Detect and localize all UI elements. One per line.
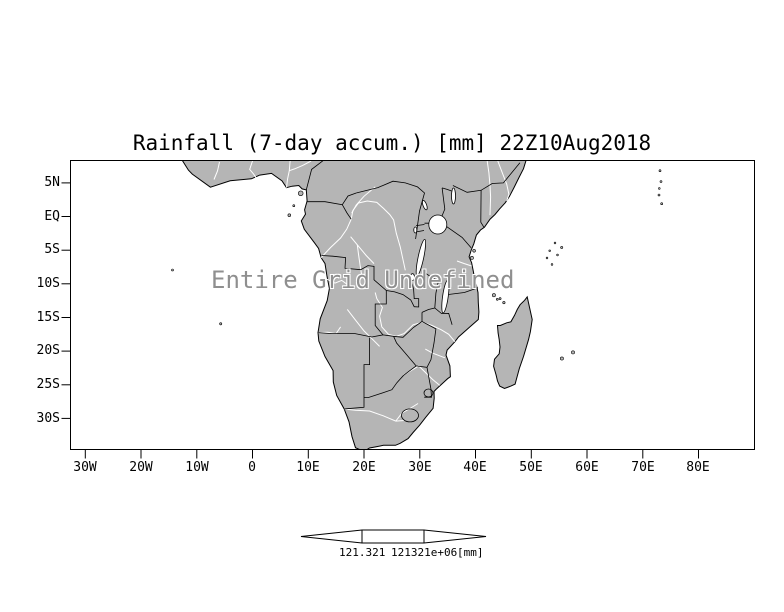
lat-tick-label: 10S [36, 276, 60, 291]
lon-tick-label: 60E [575, 460, 599, 475]
landmass-madagascar [493, 295, 533, 390]
lon-tick-label: 80E [686, 460, 710, 475]
lat-tick-label: 25S [36, 377, 60, 392]
lon-tick-label: 20W [129, 460, 153, 475]
lat-tick-label: 5S [44, 242, 60, 257]
lat-tick-label: EQ [44, 209, 60, 224]
lakes [410, 187, 456, 314]
lon-tick-label: 30E [408, 460, 432, 475]
colorbar-right-label: 121321e+06 [391, 546, 458, 559]
lon-tick-label: 0 [248, 460, 256, 475]
lat-tick-label: 20S [36, 343, 60, 358]
lon-tick-label: 10E [296, 460, 320, 475]
lon-tick-label: 20E [352, 460, 376, 475]
lat-tick-label: 30S [36, 411, 60, 426]
lat-tick-label: 5N [44, 175, 60, 190]
lon-tick-label: 30W [73, 460, 97, 475]
lon-tick-label: 40E [463, 460, 487, 475]
colorbar-shape [300, 529, 487, 544]
map-content [171, 160, 664, 450]
colorbar-units-label: [mm] [457, 546, 484, 559]
plot-title: Rainfall (7-day accum.) [mm] 22Z10Aug201… [132, 131, 652, 155]
islands [171, 169, 664, 361]
lon-tick-label: 70E [631, 460, 655, 475]
country-borders [305, 160, 521, 423]
lon-tick-label: 50E [519, 460, 543, 475]
plot-frame [70, 160, 755, 450]
rivers [213, 160, 510, 422]
lat-tick-label: 15S [36, 310, 60, 325]
axis-ticks [61, 182, 699, 459]
lon-tick-label: 10W [185, 460, 209, 475]
landmass-africa [181, 160, 527, 450]
colorbar-left-label: 121.321 [339, 546, 386, 559]
grid-undefined-message: Entire Grid Undefined [211, 266, 515, 294]
